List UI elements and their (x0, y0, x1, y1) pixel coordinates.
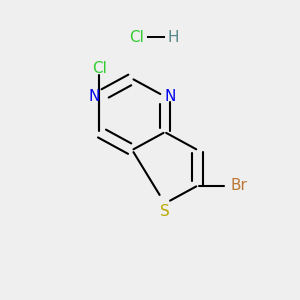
Text: N: N (165, 89, 176, 104)
Text: N: N (88, 89, 100, 104)
Text: S: S (160, 203, 170, 218)
Text: Cl: Cl (129, 30, 144, 45)
Text: Br: Br (230, 178, 247, 193)
Text: H: H (168, 30, 179, 45)
Text: Cl: Cl (92, 61, 107, 76)
